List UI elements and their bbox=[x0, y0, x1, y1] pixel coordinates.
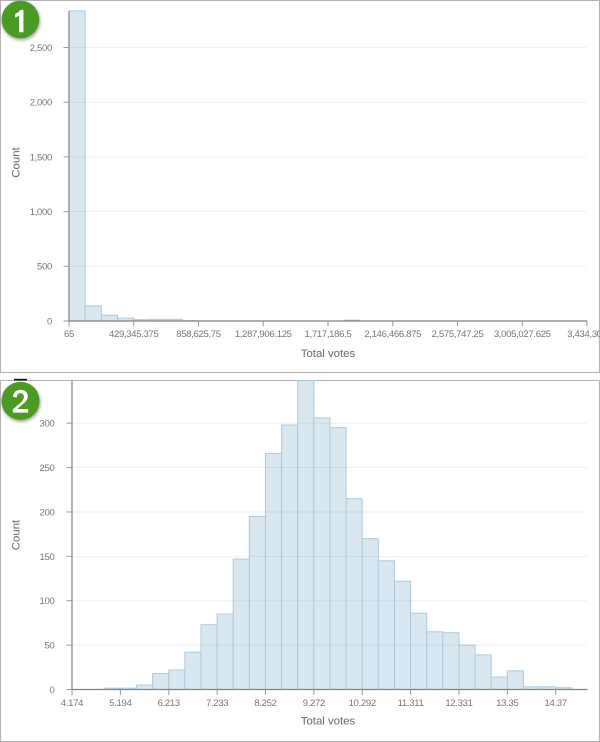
svg-text:7.233: 7.233 bbox=[206, 698, 228, 709]
svg-text:2,575,747.25: 2,575,747.25 bbox=[432, 329, 484, 340]
svg-text:Count: Count bbox=[11, 146, 23, 177]
svg-text:2,146,466.875: 2,146,466.875 bbox=[364, 329, 421, 340]
svg-text:200: 200 bbox=[40, 507, 55, 518]
svg-text:0: 0 bbox=[47, 316, 52, 327]
svg-text:250: 250 bbox=[40, 463, 55, 474]
svg-text:50: 50 bbox=[45, 641, 55, 652]
svg-text:2,000: 2,000 bbox=[30, 98, 52, 109]
svg-text:8.252: 8.252 bbox=[254, 698, 276, 709]
svg-text:11.311: 11.311 bbox=[398, 698, 424, 709]
svg-text:3,005,027.625: 3,005,027.625 bbox=[494, 329, 551, 340]
svg-text:65: 65 bbox=[64, 329, 74, 340]
svg-text:Count: Count bbox=[11, 519, 23, 550]
svg-text:858,625.75: 858,625.75 bbox=[176, 329, 221, 340]
svg-text:1,717,186.5: 1,717,186.5 bbox=[305, 329, 352, 340]
svg-text:300: 300 bbox=[40, 419, 55, 430]
svg-text:6.213: 6.213 bbox=[158, 698, 180, 709]
svg-text:14.37: 14.37 bbox=[545, 698, 567, 709]
svg-text:2,500: 2,500 bbox=[30, 43, 52, 54]
svg-text:12.331: 12.331 bbox=[445, 698, 472, 709]
svg-text:1,287,906.125: 1,287,906.125 bbox=[235, 329, 292, 340]
svg-text:13.35: 13.35 bbox=[496, 698, 518, 709]
svg-text:500: 500 bbox=[37, 262, 52, 273]
svg-text:5.194: 5.194 bbox=[109, 698, 131, 709]
svg-text:Total votes: Total votes bbox=[301, 348, 356, 360]
svg-text:9.272: 9.272 bbox=[303, 698, 325, 709]
svg-text:1,000: 1,000 bbox=[30, 207, 52, 218]
svg-text:150: 150 bbox=[40, 552, 55, 563]
svg-text:0: 0 bbox=[50, 685, 55, 696]
svg-text:4.174: 4.174 bbox=[61, 698, 83, 709]
svg-text:Total votes: Total votes bbox=[301, 716, 356, 728]
svg-text:100: 100 bbox=[40, 596, 55, 607]
svg-text:10.292: 10.292 bbox=[349, 698, 376, 709]
svg-text:1,500: 1,500 bbox=[30, 152, 52, 163]
svg-text:429,345.375: 429,345.375 bbox=[109, 329, 159, 340]
svg-text:3,434,308: 3,434,308 bbox=[567, 329, 600, 340]
